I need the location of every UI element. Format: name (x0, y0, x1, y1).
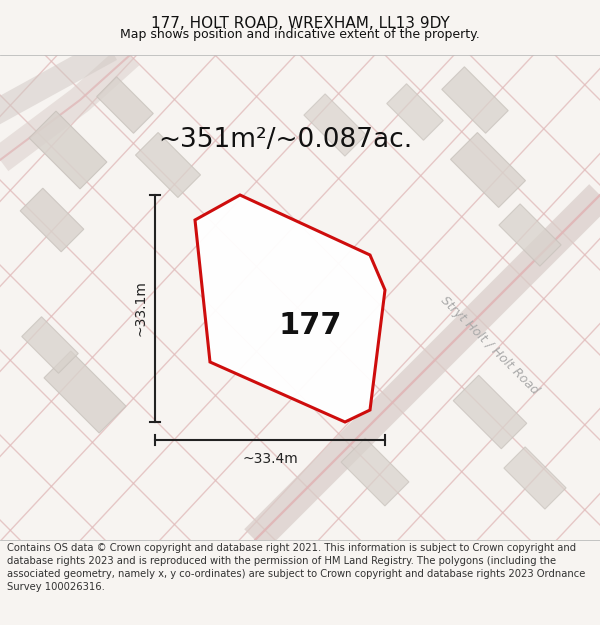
Polygon shape (453, 375, 527, 449)
Polygon shape (20, 188, 84, 252)
Polygon shape (29, 111, 107, 189)
Polygon shape (442, 67, 508, 133)
Text: ~33.4m: ~33.4m (242, 452, 298, 466)
Text: ~351m²/~0.087ac.: ~351m²/~0.087ac. (158, 127, 412, 153)
Polygon shape (97, 77, 153, 133)
Polygon shape (22, 317, 78, 373)
Polygon shape (451, 132, 526, 208)
Polygon shape (304, 94, 366, 156)
Text: Map shows position and indicative extent of the property.: Map shows position and indicative extent… (120, 28, 480, 41)
Polygon shape (499, 204, 561, 266)
Text: Stryt Holt / Holt Road: Stryt Holt / Holt Road (439, 293, 542, 397)
Polygon shape (387, 84, 443, 140)
Polygon shape (136, 132, 200, 198)
Polygon shape (504, 447, 566, 509)
Text: 177: 177 (278, 311, 342, 339)
Polygon shape (44, 351, 126, 433)
Text: Contains OS data © Crown copyright and database right 2021. This information is : Contains OS data © Crown copyright and d… (7, 542, 586, 592)
Text: 177, HOLT ROAD, WREXHAM, LL13 9DY: 177, HOLT ROAD, WREXHAM, LL13 9DY (151, 16, 449, 31)
Polygon shape (195, 195, 385, 422)
Polygon shape (341, 438, 409, 506)
Text: ~33.1m: ~33.1m (134, 281, 148, 336)
